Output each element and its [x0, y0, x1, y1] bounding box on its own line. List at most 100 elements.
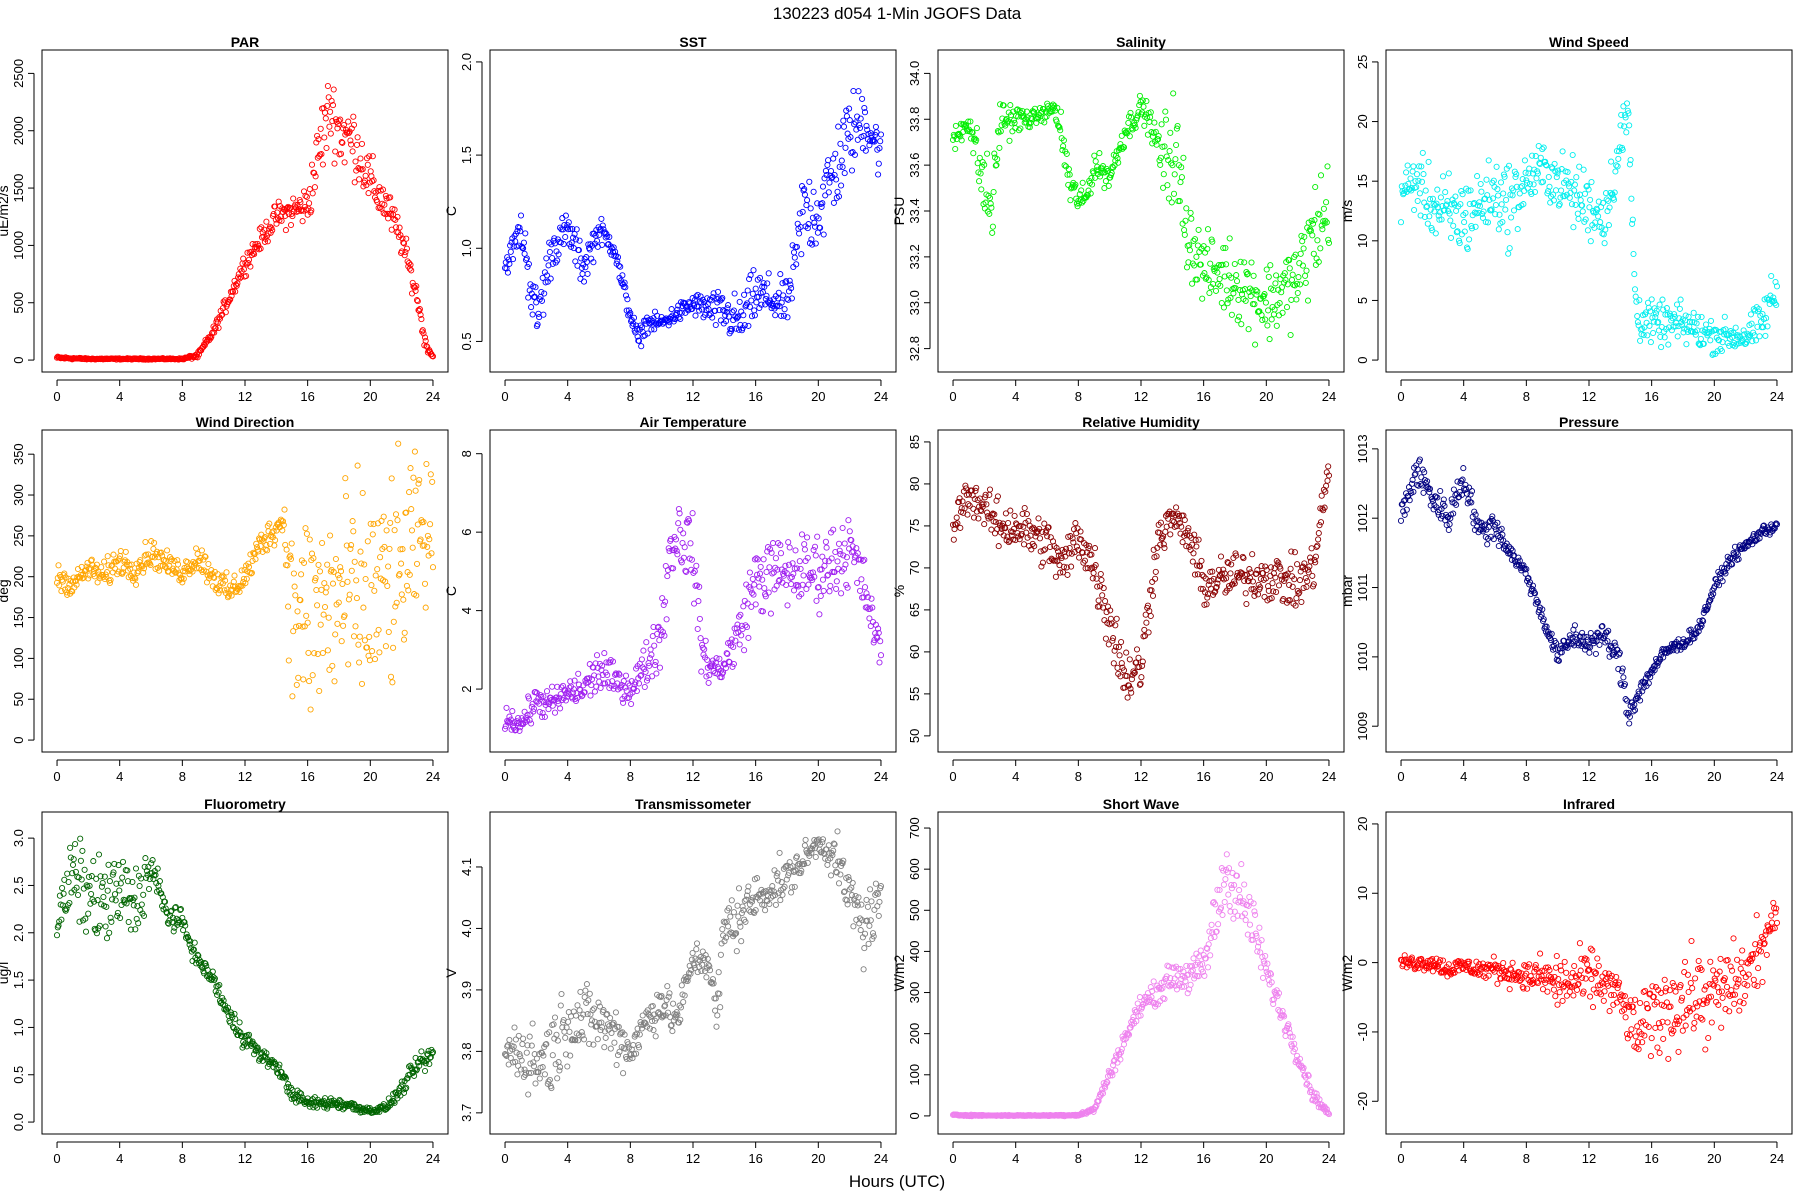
- data-point: [528, 720, 535, 727]
- data-point: [786, 277, 793, 284]
- data-point: [1057, 108, 1065, 115]
- data-point: [749, 290, 756, 297]
- data-point: [750, 267, 757, 274]
- data-point: [1506, 245, 1513, 252]
- data-point: [1497, 179, 1505, 186]
- data-point: [148, 860, 155, 867]
- data-point: [1674, 333, 1681, 340]
- data-point: [760, 556, 767, 563]
- data-point: [640, 333, 647, 340]
- data-point: [1564, 168, 1571, 176]
- data-point: [520, 245, 527, 252]
- data-point: [331, 678, 338, 685]
- data-point: [801, 541, 808, 548]
- data-point: [651, 642, 658, 649]
- data-point: [593, 652, 601, 659]
- data-point: [158, 549, 165, 556]
- data-point: [1076, 191, 1083, 198]
- data-point: [796, 230, 803, 237]
- data-point: [1504, 229, 1511, 236]
- data-point: [741, 291, 748, 298]
- data-point: [1168, 160, 1175, 167]
- data-point: [149, 857, 156, 864]
- data-point: [1049, 101, 1057, 108]
- data-point: [1755, 306, 1762, 313]
- data-point: [1187, 546, 1194, 553]
- data-point: [579, 270, 586, 277]
- data-point: [1622, 114, 1629, 121]
- data-point: [103, 569, 111, 576]
- data-point: [1248, 259, 1255, 266]
- data-point: [1655, 318, 1662, 326]
- data-point: [1173, 125, 1180, 132]
- data-point: [1055, 123, 1062, 130]
- data-point: [1323, 219, 1330, 226]
- data-point: [98, 564, 105, 571]
- data-point: [1063, 150, 1070, 157]
- data-point: [317, 621, 324, 628]
- data-point: [1671, 311, 1678, 318]
- y-tick-label: 2.5: [11, 876, 26, 894]
- data-point: [775, 295, 782, 302]
- data-point: [543, 688, 551, 695]
- data-point: [984, 509, 991, 516]
- data-point: [1189, 558, 1196, 565]
- data-point: [1573, 192, 1581, 199]
- data-point: [1416, 163, 1423, 170]
- data-point: [837, 140, 844, 147]
- data-point: [997, 128, 1004, 135]
- data-point: [1306, 563, 1313, 570]
- data-point: [302, 192, 309, 199]
- data-point: [1426, 196, 1434, 203]
- x-tick-label: 12: [1582, 769, 1596, 784]
- data-point: [297, 199, 304, 206]
- data-point: [1404, 162, 1411, 169]
- data-point: [1320, 205, 1327, 212]
- data-point: [538, 288, 545, 296]
- data-point: [1120, 144, 1128, 151]
- data-point: [751, 307, 758, 314]
- data-point: [1505, 162, 1513, 169]
- data-point: [861, 584, 869, 591]
- data-point: [319, 539, 326, 547]
- data-point: [1199, 295, 1206, 302]
- data-point: [1539, 178, 1547, 185]
- data-point: [180, 575, 187, 582]
- data-point: [1214, 269, 1221, 276]
- x-tick-label: 8: [179, 389, 186, 404]
- data-point: [809, 241, 816, 248]
- data-point: [1324, 477, 1331, 484]
- data-point: [359, 166, 366, 173]
- data-point: [66, 581, 73, 588]
- data-point: [725, 313, 732, 320]
- data-point: [1140, 103, 1147, 110]
- data-point: [1178, 174, 1185, 181]
- panel-title: Pressure: [1559, 414, 1619, 430]
- data-point: [82, 566, 90, 573]
- data-point: [746, 569, 753, 576]
- data-point: [140, 569, 147, 576]
- data-point: [1152, 568, 1159, 575]
- data-point: [1219, 261, 1226, 268]
- data-point: [1323, 199, 1330, 206]
- data-point: [1105, 182, 1112, 189]
- data-point: [368, 582, 375, 589]
- data-point: [1190, 237, 1197, 244]
- data-point: [384, 582, 391, 590]
- data-point: [1224, 300, 1231, 307]
- data-point: [987, 200, 994, 207]
- data-point: [1026, 124, 1033, 131]
- data-point: [801, 546, 808, 553]
- data-point: [116, 555, 123, 562]
- x-axis: 0 4 8 12 16 20 24: [1397, 759, 1784, 784]
- y-tick-label: 75: [907, 519, 922, 533]
- data-point: [554, 257, 561, 264]
- data-point: [1281, 270, 1288, 277]
- data-point: [292, 201, 299, 208]
- data-point: [1272, 280, 1279, 287]
- x-tick-label: 16: [748, 769, 762, 784]
- data-point: [1054, 104, 1061, 111]
- figure-xlabel: Hours (UTC): [849, 1172, 945, 1191]
- data-point: [295, 674, 302, 681]
- data-point: [1748, 320, 1755, 327]
